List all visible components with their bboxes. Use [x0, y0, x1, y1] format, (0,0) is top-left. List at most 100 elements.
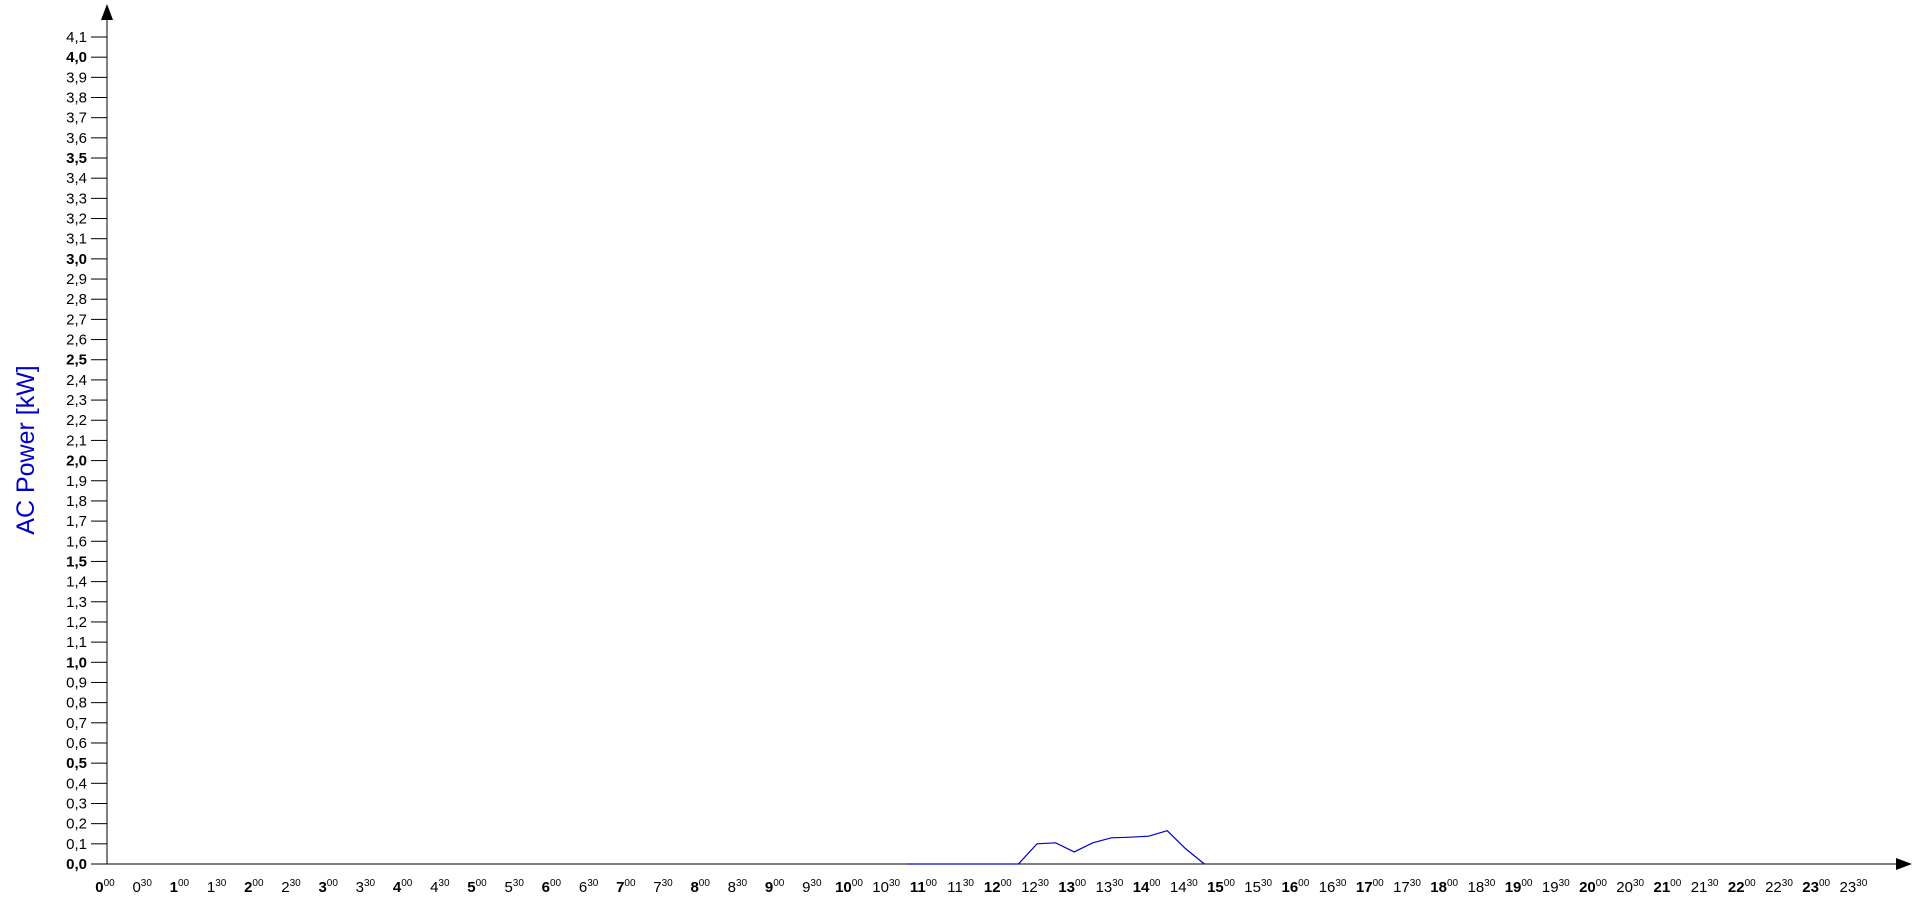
x-tick-label-2-30: 230	[281, 878, 301, 896]
y-tick-label-1-8: 1,8	[66, 493, 87, 510]
x-tick-label-18-30: 1830	[1467, 878, 1495, 896]
x-tick-label-7-00: 700	[616, 878, 636, 896]
y-tick-label-3-1: 3,1	[66, 231, 87, 248]
y-tick-label-0-6: 0,6	[66, 735, 87, 752]
x-tick-label-5-30: 530	[504, 878, 524, 896]
x-tick-label-10-30: 1030	[872, 878, 900, 896]
x-tick-label-9-00: 900	[765, 878, 785, 896]
y-tick-label-2-1: 2,1	[66, 432, 87, 449]
x-tick-label-6-30: 630	[579, 878, 599, 896]
x-tick-label-16-30: 1630	[1319, 878, 1347, 896]
x-tick-label-22-00: 2200	[1728, 878, 1756, 896]
y-ticks: 0,0 0,1 0,2 0,3 0,4 0,5 0,6 0,7 0,8 0,9 1,0 1,1 1,2 1…	[66, 29, 107, 873]
x-tick-label-23-30: 2330	[1839, 878, 1867, 896]
y-tick-label-1-6: 1,6	[66, 533, 87, 550]
y-tick-label-2-5: 2,5	[66, 352, 87, 369]
x-tick-label-23-00: 2300	[1802, 878, 1830, 896]
y-tick-label-2-2: 2,2	[66, 412, 87, 429]
x-tick-label-1-30: 130	[207, 878, 227, 896]
series	[906, 830, 1205, 865]
y-tick-label-0-0: 0,0	[66, 856, 87, 873]
y-tick-label-0-8: 0,8	[66, 695, 87, 712]
y-tick-label-2-9: 2,9	[66, 271, 87, 288]
y-tick-label-0-3: 0,3	[66, 795, 87, 812]
x-tick-label-0-30: 030	[132, 878, 152, 896]
y-tick-label-3-0: 3,0	[66, 251, 87, 268]
x-tick-label-6-00: 600	[542, 878, 562, 896]
y-tick-label-3-4: 3,4	[66, 170, 87, 187]
x-tick-label-21-00: 2100	[1653, 878, 1681, 896]
y-tick-label-1-2: 1,2	[66, 614, 87, 631]
x-tick-label-10-00: 1000	[835, 878, 863, 896]
x-tick-label-13-30: 1330	[1095, 878, 1123, 896]
y-axis-arrow	[101, 4, 113, 20]
y-tick-label-1-0: 1,0	[66, 654, 87, 671]
x-tick-label-11-00: 1100	[910, 878, 937, 896]
y-tick-label-2-3: 2,3	[66, 392, 87, 409]
y-tick-label-4-0: 4,0	[66, 49, 87, 66]
y-tick-label-0-4: 0,4	[66, 775, 87, 792]
x-tick-label-12-30: 1230	[1021, 878, 1049, 896]
y-tick-label-1-4: 1,4	[66, 574, 87, 591]
x-tick-label-1-00: 100	[170, 878, 190, 896]
y-tick-label-0-1: 0,1	[66, 836, 87, 853]
x-tick-label-17-30: 1730	[1393, 878, 1421, 896]
x-tick-label-8-30: 830	[728, 878, 748, 896]
y-tick-label-0-7: 0,7	[66, 715, 87, 732]
x-axis-arrow	[1896, 858, 1912, 870]
y-tick-label-2-7: 2,7	[66, 311, 87, 328]
x-tick-label-20-30: 2030	[1616, 878, 1644, 896]
x-tick-label-5-00: 500	[467, 878, 487, 896]
y-tick-label-1-7: 1,7	[66, 513, 87, 530]
x-tick-label-15-30: 1530	[1244, 878, 1272, 896]
y-axis-label: AC Power [kW]	[12, 365, 40, 534]
x-tick-label-15-00: 1500	[1207, 878, 1235, 896]
y-tick-label-1-3: 1,3	[66, 594, 87, 611]
x-tick-label-4-00: 400	[393, 878, 413, 896]
x-tick-label-7-30: 730	[653, 878, 673, 896]
x-tick-label-19-00: 1900	[1505, 878, 1533, 896]
y-tick-label-2-4: 2,4	[66, 372, 87, 389]
y-tick-label-0-5: 0,5	[66, 755, 87, 772]
axes	[101, 4, 1912, 870]
y-tick-label-3-6: 3,6	[66, 130, 87, 147]
y-tick-label-3-8: 3,8	[66, 90, 87, 107]
x-tick-label-18-00: 1800	[1430, 878, 1458, 896]
y-tick-label-3-9: 3,9	[66, 69, 87, 86]
x-tick-label-17-00: 1700	[1356, 878, 1384, 896]
y-tick-label-3-2: 3,2	[66, 211, 87, 228]
y-tick-label-1-9: 1,9	[66, 473, 87, 490]
y-tick-label-3-7: 3,7	[66, 110, 87, 127]
x-tick-label-11-30: 1130	[947, 878, 974, 896]
x-tick-label-2-00: 200	[244, 878, 264, 896]
x-tick-label-12-00: 1200	[984, 878, 1012, 896]
x-tick-label-4-30: 430	[430, 878, 450, 896]
y-tick-label-4-1: 4,1	[66, 29, 87, 46]
series-line-0	[906, 830, 1205, 865]
x-tick-label-13-00: 1300	[1058, 878, 1086, 896]
x-tick-label-14-00: 1400	[1133, 878, 1161, 896]
y-tick-label-1-1: 1,1	[66, 634, 87, 651]
y-tick-label-2-6: 2,6	[66, 332, 87, 349]
x-tick-label-8-00: 800	[690, 878, 710, 896]
y-tick-label-3-5: 3,5	[66, 150, 87, 167]
x-tick-label-21-30: 2130	[1691, 878, 1719, 896]
x-tick-label-19-30: 1930	[1542, 878, 1570, 896]
x-tick-label-0-00: 000	[95, 878, 115, 896]
y-tick-label-1-5: 1,5	[66, 553, 87, 570]
y-tick-label-0-2: 0,2	[66, 816, 87, 833]
x-tick-label-16-00: 1600	[1281, 878, 1309, 896]
y-tick-label-0-9: 0,9	[66, 674, 87, 691]
x-tick-label-3-00: 300	[318, 878, 338, 896]
x-tick-label-3-30: 330	[356, 878, 376, 896]
y-tick-label-2-0: 2,0	[66, 453, 87, 470]
x-tick-label-20-00: 2000	[1579, 878, 1607, 896]
x-tick-label-14-30: 1430	[1170, 878, 1198, 896]
y-tick-label-2-8: 2,8	[66, 291, 87, 308]
x-tick-label-22-30: 2230	[1765, 878, 1793, 896]
y-tick-label-3-3: 3,3	[66, 190, 87, 207]
x-ticks: 000 030 100 130 200 230 300 330 400 430 500 530 600 6…	[95, 878, 1867, 896]
x-tick-label-9-30: 930	[802, 878, 822, 896]
